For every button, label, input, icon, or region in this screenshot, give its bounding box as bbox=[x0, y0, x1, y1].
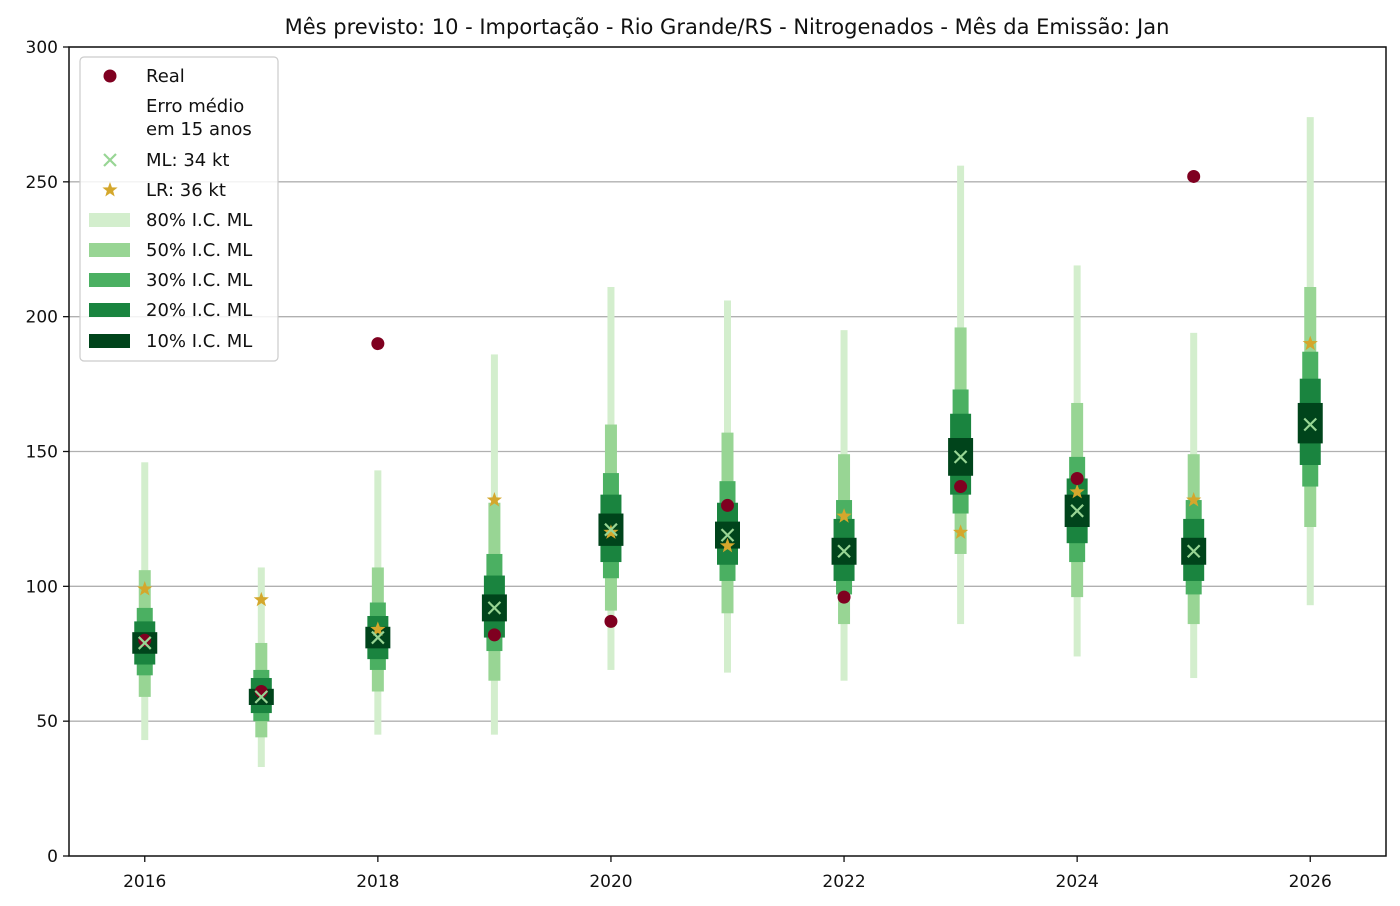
legend-label-lr: LR: 36 kt bbox=[146, 180, 226, 201]
legend-label-ci20: 20% I.C. ML bbox=[146, 300, 252, 321]
ml-point-2018 bbox=[371, 630, 385, 645]
ml-point-2019 bbox=[487, 601, 502, 615]
legend-symbol-ci20 bbox=[89, 303, 130, 317]
y-tick-label-100: 100 bbox=[26, 577, 58, 597]
data-markers bbox=[137, 169, 1318, 704]
real-point-2016 bbox=[138, 633, 152, 647]
legend-label-ci10: 10% I.C. ML bbox=[146, 331, 252, 352]
lr-point-2019 bbox=[486, 492, 503, 507]
ml-point-2016 bbox=[137, 636, 152, 650]
axes: 0 50 100 150 200 250 300 2016 2018 2020 2022 2024 20… bbox=[26, 38, 1387, 892]
real-point-2021 bbox=[721, 498, 734, 512]
legend-label-ci50: 50% I.C. ML bbox=[146, 240, 252, 261]
legend-symbol-lr bbox=[102, 182, 118, 197]
legend-symbol-ci50 bbox=[89, 243, 130, 257]
ml-point-2020 bbox=[604, 522, 618, 537]
lr-point-2020 bbox=[603, 524, 619, 539]
ml-point-2026 bbox=[1303, 417, 1318, 432]
y-tick-label-300: 300 bbox=[26, 38, 58, 58]
x-tick-label-2022: 2022 bbox=[822, 872, 865, 892]
x-tick-label-2016: 2016 bbox=[123, 872, 166, 892]
legend-item-lr: LR: 36 kt bbox=[102, 180, 226, 201]
chart-title: Mês previsto: 10 - Importação - Rio Gran… bbox=[285, 15, 1170, 39]
legend-item-ci50: 50% I.C. ML bbox=[89, 240, 252, 261]
lr-point-2018 bbox=[370, 621, 386, 636]
legend-item-ci80: 80% I.C. ML bbox=[89, 210, 252, 231]
legend-label-ci80: 80% I.C. ML bbox=[146, 210, 252, 231]
legend-symbol-ci80 bbox=[89, 213, 130, 227]
legend-label-ml: ML: 34 kt bbox=[146, 150, 229, 171]
legend-item-real: Real bbox=[103, 66, 185, 87]
ml-point-2021 bbox=[720, 528, 735, 542]
ml-point-2024 bbox=[1070, 504, 1084, 518]
legend-item-ci30: 30% I.C. ML bbox=[89, 270, 252, 291]
lr-point-2025 bbox=[1186, 492, 1202, 507]
legend-label-real: Real bbox=[146, 66, 185, 87]
legend-symbol-ci30 bbox=[89, 273, 130, 287]
legend-symbol-real bbox=[103, 69, 117, 83]
real-point-2025 bbox=[1187, 169, 1201, 183]
real-point-2024 bbox=[1070, 471, 1084, 485]
real-point-2019 bbox=[487, 628, 501, 642]
legend-item-ci20: 20% I.C. ML bbox=[89, 300, 252, 321]
y-tick-label-50: 50 bbox=[36, 712, 58, 732]
legend-item-erro: Erro médio em 15 anos bbox=[146, 96, 252, 140]
x-tick-label-2020: 2020 bbox=[589, 872, 632, 892]
ml-point-2022 bbox=[837, 544, 851, 559]
ml-point-2025 bbox=[1186, 544, 1201, 559]
ml-point-2023 bbox=[953, 450, 968, 464]
x-tick-label-2026: 2026 bbox=[1289, 872, 1332, 892]
lr-point-2021 bbox=[719, 537, 736, 553]
x-tick-label-2018: 2018 bbox=[356, 872, 399, 892]
real-point-2022 bbox=[837, 590, 851, 604]
confidence-intervals bbox=[132, 117, 1323, 768]
lr-point-2017 bbox=[253, 591, 269, 607]
real-point-2018 bbox=[371, 337, 385, 351]
real-point-2023 bbox=[954, 480, 968, 494]
lr-point-2022 bbox=[836, 508, 852, 523]
lr-point-2024 bbox=[1069, 483, 1085, 499]
legend-symbol-ml bbox=[103, 153, 117, 167]
y-tick-label-150: 150 bbox=[26, 443, 58, 463]
y-tick-label-200: 200 bbox=[26, 308, 58, 328]
legend-label-erro: Erro médio em 15 anos bbox=[146, 96, 252, 140]
lr-point-2026 bbox=[1302, 335, 1318, 351]
legend-label-ci30: 30% I.C. ML bbox=[146, 270, 252, 291]
lr-point-2023 bbox=[952, 524, 969, 539]
y-tick-label-250: 250 bbox=[26, 173, 58, 193]
x-tick-label-2024: 2024 bbox=[1056, 872, 1099, 892]
lr-point-2016 bbox=[137, 581, 153, 596]
y-tick-label-0: 0 bbox=[47, 847, 58, 867]
legend-symbol-ci10 bbox=[89, 334, 130, 348]
ml-point-2017 bbox=[254, 690, 269, 704]
legend-item-ml: ML: 34 kt bbox=[103, 150, 229, 171]
real-point-2020 bbox=[604, 614, 618, 628]
legend: Real Erro médio em 15 anos ML: 34 kt LR: 36 … bbox=[79, 56, 279, 362]
legend-item-ci10: 10% I.C. ML bbox=[89, 331, 252, 352]
